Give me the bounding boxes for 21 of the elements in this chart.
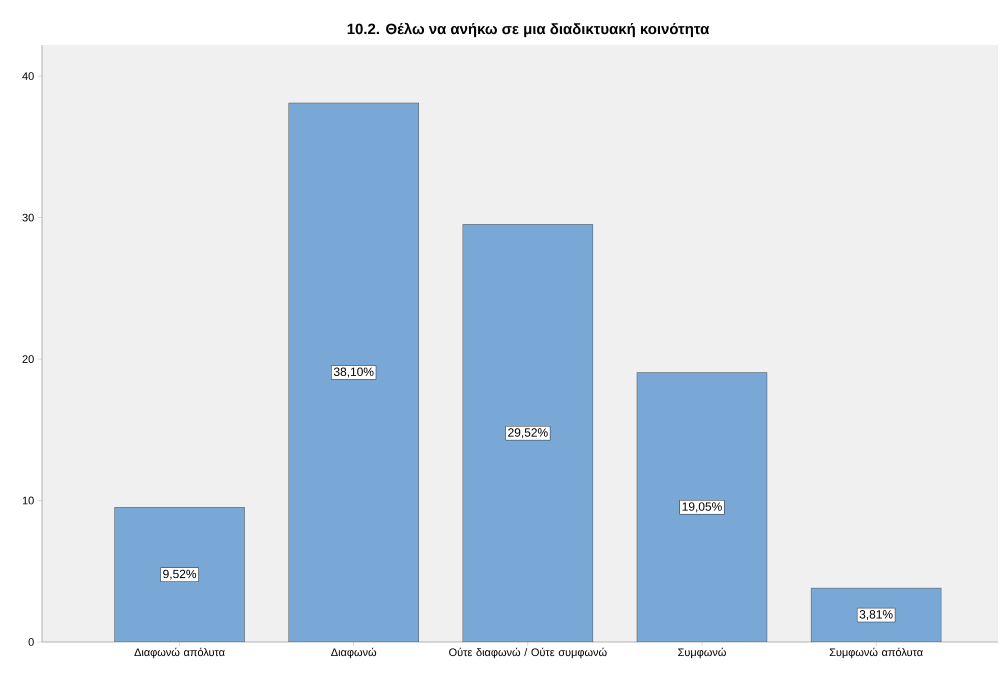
x-tick-label: Διαφωνώ [331,648,376,658]
chart-title: 10.2. Θέλω να ανήκω σε μια διαδικτυακή κοινότητα [348,22,710,38]
y-tick-label: 10 [22,496,34,504]
data-label: 19,05% [682,502,722,512]
x-tick-label: Συμφωνώ απόλυτα [830,648,923,658]
data-label: 38,10% [334,368,374,378]
bar [810,588,942,642]
data-label: 29,52% [508,428,548,438]
y-tick-label: 30 [22,214,34,222]
x-tick-label: Διαφωνώ απόλυτα [134,648,225,658]
bar [288,102,419,642]
bar [462,224,594,642]
x-tick-label: Συμφωνώ [678,648,726,658]
y-tick-label: 20 [22,355,34,363]
data-label: 3,81% [860,610,893,620]
y-tick-label: 40 [22,72,34,80]
bar [114,507,245,642]
data-label: 9,52% [163,570,196,580]
bar [636,372,768,642]
y-tick-label: 0 [28,638,34,646]
x-tick-label: Ούτε διαφωνώ / Ούτε συμφωνώ [449,648,607,658]
